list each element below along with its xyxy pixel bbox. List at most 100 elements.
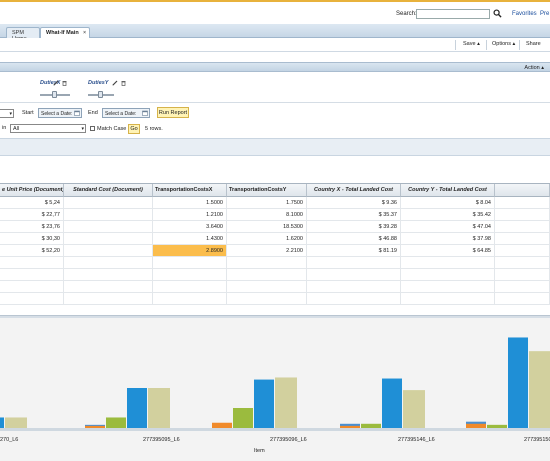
table-cell[interactable] (153, 281, 227, 293)
chart-bar[interactable] (508, 337, 528, 428)
table-cell[interactable] (227, 269, 307, 281)
table-cell[interactable]: 2.2100 (227, 245, 307, 257)
trash-icon[interactable] (62, 80, 67, 86)
chart-bar[interactable] (0, 417, 4, 428)
table-cell[interactable]: $ 52,20 (0, 245, 64, 257)
table-cell[interactable] (495, 221, 550, 233)
table-cell[interactable] (153, 257, 227, 269)
trash-icon[interactable] (121, 80, 126, 86)
table-cell[interactable] (495, 281, 550, 293)
table-cell[interactable]: $ 47.04 (401, 221, 495, 233)
table-cell[interactable] (401, 269, 495, 281)
table-cell[interactable]: 1.4300 (153, 233, 227, 245)
chart-bar[interactable] (487, 424, 507, 428)
table-cell[interactable]: $ 39.28 (307, 221, 401, 233)
tab-what-if-main[interactable]: What-If Main × (40, 27, 90, 39)
table-cell[interactable] (401, 281, 495, 293)
slider-handle[interactable] (52, 91, 57, 98)
field-select[interactable]: ▾ (0, 109, 14, 118)
chart-bar[interactable] (85, 425, 105, 428)
close-icon[interactable]: × (83, 30, 86, 36)
go-button[interactable]: Go (128, 124, 140, 134)
table-cell[interactable] (153, 293, 227, 305)
end-date-input[interactable]: Select a Date: (102, 108, 150, 118)
table-cell[interactable] (64, 209, 153, 221)
table-cell[interactable] (307, 293, 401, 305)
table-cell[interactable] (64, 281, 153, 293)
table-cell[interactable] (307, 269, 401, 281)
table-cell[interactable]: 3.6400 (153, 221, 227, 233)
table-cell[interactable] (64, 293, 153, 305)
chart-bar[interactable] (106, 417, 126, 428)
pencil-icon[interactable] (112, 80, 118, 86)
chart-bar[interactable] (254, 379, 274, 428)
table-cell[interactable] (227, 257, 307, 269)
table-cell[interactable] (0, 257, 64, 269)
table-cell[interactable] (307, 281, 401, 293)
pencil-icon[interactable] (53, 80, 59, 86)
preferences-link[interactable]: Pre (540, 11, 550, 17)
calendar-icon[interactable] (142, 110, 148, 116)
table-cell[interactable]: 18.5300 (227, 221, 307, 233)
action-button[interactable]: Action ▴ (524, 65, 544, 71)
chart-bar[interactable] (275, 377, 297, 428)
search-input[interactable] (416, 9, 490, 19)
save-button[interactable]: Save ▴ (463, 41, 480, 47)
column-header[interactable]: TransportationCostsX (153, 184, 227, 197)
table-cell[interactable] (495, 209, 550, 221)
table-cell[interactable]: $ 8.04 (401, 197, 495, 209)
chart-bar[interactable] (403, 390, 425, 428)
column-header[interactable]: e Unit Price (Document) (0, 184, 64, 197)
table-cell[interactable] (495, 293, 550, 305)
table-cell[interactable] (153, 269, 227, 281)
table-cell[interactable]: 1.2100 (153, 209, 227, 221)
table-cell[interactable] (495, 257, 550, 269)
table-cell[interactable]: $ 37.98 (401, 233, 495, 245)
table-cell[interactable] (64, 257, 153, 269)
chart-bar[interactable] (361, 423, 381, 428)
tab-spm-home[interactable]: SPM Home (6, 27, 40, 42)
table-cell[interactable] (64, 233, 153, 245)
table-cell[interactable] (401, 257, 495, 269)
calendar-icon[interactable] (74, 110, 80, 116)
table-cell[interactable] (0, 281, 64, 293)
options-button[interactable]: Options ▴ (492, 41, 516, 47)
table-cell[interactable]: $ 22,77 (0, 209, 64, 221)
table-cell[interactable]: 1.6200 (227, 233, 307, 245)
column-header[interactable]: Standard Cost (Document) (64, 184, 153, 197)
table-cell[interactable] (64, 197, 153, 209)
table-cell[interactable]: 2.8900 (153, 245, 227, 257)
share-button[interactable]: Share (526, 41, 541, 47)
table-cell[interactable] (64, 245, 153, 257)
run-report-button[interactable]: Run Report (157, 107, 189, 118)
table-cell[interactable] (0, 293, 64, 305)
table-cell[interactable] (0, 269, 64, 281)
chart-bar[interactable] (466, 423, 486, 428)
table-cell[interactable] (401, 293, 495, 305)
table-cell[interactable] (495, 197, 550, 209)
table-cell[interactable]: $ 35.42 (401, 209, 495, 221)
table-cell[interactable] (495, 245, 550, 257)
table-cell[interactable]: $ 64.85 (401, 245, 495, 257)
table-cell[interactable]: $ 46.88 (307, 233, 401, 245)
table-cell[interactable]: 1.5000 (153, 197, 227, 209)
column-header[interactable] (495, 184, 550, 197)
chart-bar[interactable] (382, 378, 402, 428)
table-cell[interactable]: $ 35.37 (307, 209, 401, 221)
table-cell[interactable] (64, 221, 153, 233)
column-header[interactable]: TransportationCostsY (227, 184, 307, 197)
search-icon[interactable] (493, 9, 502, 18)
chart-bar[interactable] (233, 408, 253, 428)
chart-bar[interactable] (340, 425, 360, 428)
slider-handle[interactable] (98, 91, 103, 98)
table-cell[interactable] (307, 257, 401, 269)
table-cell[interactable] (495, 233, 550, 245)
table-cell[interactable]: $ 23,76 (0, 221, 64, 233)
favorites-link[interactable]: Favorites (512, 11, 537, 17)
start-date-input[interactable]: Select a Date: (38, 108, 82, 118)
match-case-checkbox[interactable] (90, 126, 95, 131)
table-cell[interactable] (227, 293, 307, 305)
chart-bar[interactable] (529, 351, 550, 428)
table-cell[interactable]: 1.7500 (227, 197, 307, 209)
table-cell[interactable]: $ 30,30 (0, 233, 64, 245)
